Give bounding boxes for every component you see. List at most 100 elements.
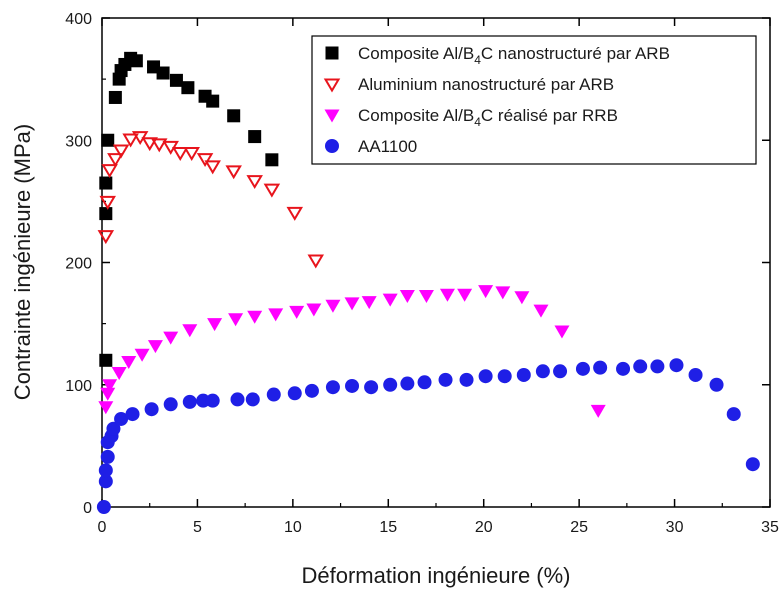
rrb-composite-point	[478, 285, 494, 299]
aa1100-point	[98, 474, 113, 489]
aa1100-point	[650, 359, 665, 374]
legend-box	[311, 35, 757, 165]
aa1100-point	[616, 361, 631, 376]
arb-composite-point	[206, 94, 220, 108]
aa1100-point	[96, 500, 111, 514]
aa1100-point	[163, 397, 178, 412]
series-layer	[96, 51, 760, 514]
x-tick-label: 5	[193, 519, 202, 536]
aa1100-point	[230, 392, 245, 407]
arb-aluminium-point	[286, 206, 304, 221]
arb-aluminium-point	[112, 144, 130, 159]
arb-aluminium-point	[196, 153, 214, 168]
arb-composite-point	[156, 66, 170, 80]
aa1100-point	[144, 402, 159, 417]
legend-label: AA1100	[358, 137, 417, 156]
rrb-composite-point	[533, 304, 549, 318]
rrb-composite-point	[514, 291, 530, 305]
aa1100-point	[400, 376, 415, 391]
arb-composite-point	[181, 81, 195, 95]
aa1100-point	[182, 394, 197, 409]
rrb-composite-point	[289, 305, 305, 319]
rrb-composite-point	[247, 310, 263, 324]
rrb-composite-point	[457, 288, 473, 302]
aa1100-point	[100, 449, 115, 464]
rrb-composite-point	[495, 286, 511, 300]
rrb-composite-point	[147, 340, 163, 354]
rrb-composite-point	[207, 318, 223, 332]
x-tick-label: 20	[475, 519, 493, 536]
aa1100-point	[266, 387, 281, 402]
x-tick-label: 0	[98, 519, 107, 536]
aa1100-point	[497, 369, 512, 384]
aa1100-point	[364, 380, 379, 395]
aa1100-point	[459, 372, 474, 387]
y-axis-label: Contrainte ingénieure (MPa)	[10, 124, 35, 400]
rrb-composite-point	[268, 308, 284, 322]
aa1100-point	[114, 411, 129, 426]
arb-aluminium-point	[151, 138, 168, 153]
arb-composite-point	[99, 353, 113, 367]
aa1100-point	[125, 407, 140, 422]
rrb-composite-point	[163, 331, 179, 345]
legend-label: Aluminium nanostructuré par ARB	[358, 75, 614, 94]
arb-aluminium-point	[307, 254, 325, 269]
arb-aluminium-point	[263, 183, 281, 198]
y-tick-label: 300	[65, 133, 92, 150]
aa1100-point	[593, 360, 608, 375]
y-tick-label: 400	[65, 11, 92, 28]
y-tick-label: 0	[83, 500, 92, 517]
aa1100-point	[535, 364, 550, 379]
arb-composite-point	[129, 54, 143, 68]
rrb-composite-point	[121, 356, 137, 370]
aa1100-point	[98, 463, 113, 478]
arb-aluminium-point	[122, 133, 139, 148]
rrb-composite-point	[228, 313, 244, 327]
rrb-composite-point	[98, 401, 114, 415]
rrb-composite-point	[344, 297, 360, 311]
rrb-composite-point	[382, 293, 398, 307]
arb-aluminium-point	[204, 160, 221, 175]
legend-label: Composite Al/B4C réalisé par RRB	[358, 106, 618, 129]
aa1100-point	[245, 392, 260, 407]
arb-aluminium-point	[107, 153, 124, 168]
x-tick-label: 10	[284, 519, 302, 536]
rrb-composite-point	[554, 325, 570, 339]
legend-marker	[325, 139, 339, 153]
arb-aluminium-point	[171, 146, 189, 161]
arb-aluminium-point	[246, 175, 263, 190]
rrb-composite-point	[102, 379, 118, 393]
rrb-composite-point	[134, 348, 150, 362]
tick-layer: 0 5 10 15 20 25 30 35 0 100 200 300 400	[65, 11, 779, 536]
arb-composite-point	[101, 133, 115, 147]
aa1100-point	[438, 372, 453, 387]
arb-composite-point	[99, 207, 113, 221]
arb-aluminium-point	[225, 165, 242, 180]
y-tick-label: 100	[65, 378, 92, 395]
aa1100-point	[383, 377, 398, 392]
x-tick-label: 30	[666, 519, 684, 536]
rrb-composite-point	[325, 299, 341, 313]
rrb-composite-point	[418, 290, 434, 304]
legend-marker	[324, 109, 340, 123]
arb-composite-point	[169, 73, 183, 87]
arb-composite-point	[248, 130, 262, 144]
x-tick-label: 15	[379, 519, 397, 536]
aa1100-point	[417, 375, 432, 390]
arb-aluminium-point	[99, 195, 116, 210]
aa1100-point	[688, 367, 703, 382]
arb-aluminium-point	[101, 164, 118, 179]
aa1100-point	[304, 383, 319, 398]
arb-composite-point	[265, 153, 279, 167]
aa1100-point	[669, 358, 684, 373]
aa1100-point	[633, 359, 648, 374]
aa1100-point	[345, 378, 360, 393]
rrb-composite-point	[182, 324, 198, 338]
aa1100-point	[516, 367, 531, 382]
aa1100-point	[709, 377, 724, 392]
rrb-composite-point	[111, 367, 127, 381]
y-tick-label: 200	[65, 256, 92, 273]
aa1100-point	[205, 393, 220, 408]
rrb-composite-point	[590, 404, 606, 418]
x-tick-label: 25	[570, 519, 588, 536]
